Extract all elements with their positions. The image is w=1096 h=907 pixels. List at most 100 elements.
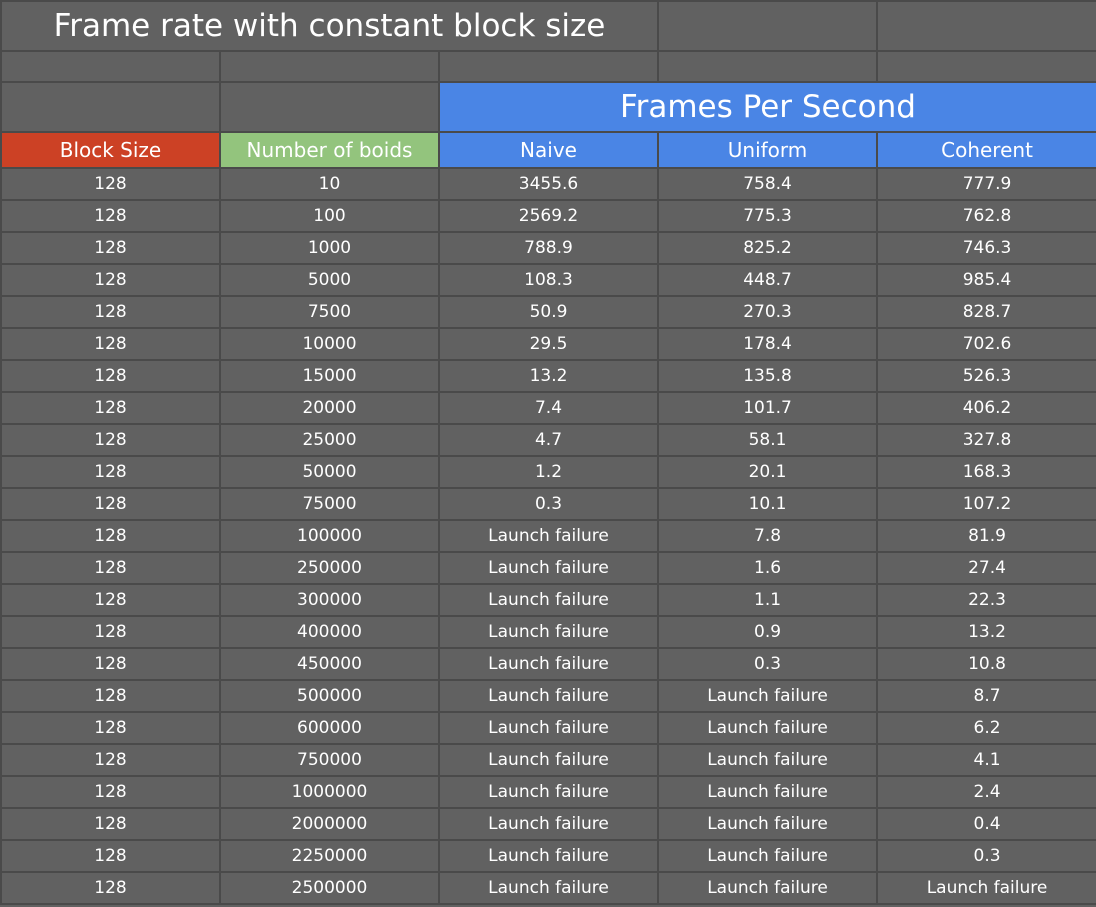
empty-cell[interactable]	[657, 0, 879, 52]
cell-number-of-boids[interactable]: 500000	[219, 679, 440, 713]
cell-coherent[interactable]: 0.3	[876, 839, 1096, 873]
cell-uniform[interactable]: 1.6	[657, 551, 879, 585]
cell-coherent[interactable]: 6.2	[876, 711, 1096, 745]
cell-block-size[interactable]: 128	[0, 455, 221, 489]
cell-number-of-boids[interactable]: 10	[219, 167, 440, 201]
cell-naive[interactable]: Launch failure	[437, 679, 660, 713]
cell-number-of-boids[interactable]: 2250000	[219, 839, 440, 873]
cell-block-size[interactable]: 128	[0, 423, 221, 457]
cell-coherent[interactable]: 10.8	[876, 647, 1096, 681]
cell-block-size[interactable]: 128	[0, 839, 221, 873]
empty-cell[interactable]	[0, 81, 221, 133]
cell-number-of-boids[interactable]: 50000	[219, 455, 440, 489]
cell-naive[interactable]: 29.5	[437, 327, 660, 361]
cell-number-of-boids[interactable]: 100	[219, 199, 440, 233]
cell-uniform[interactable]: Launch failure	[657, 807, 879, 841]
cell-naive[interactable]: Launch failure	[437, 647, 660, 681]
cell-coherent[interactable]: 0.4	[876, 807, 1096, 841]
header-number-of-boids[interactable]: Number of boids	[219, 131, 440, 169]
cell-block-size[interactable]: 128	[0, 295, 221, 329]
cell-block-size[interactable]: 128	[0, 199, 221, 233]
cell-block-size[interactable]: 128	[0, 327, 221, 361]
cell-uniform[interactable]: 448.7	[657, 263, 879, 297]
cell-coherent[interactable]: 8.7	[876, 679, 1096, 713]
cell-coherent[interactable]: 777.9	[876, 167, 1096, 201]
cell-naive[interactable]: 1.2	[437, 455, 660, 489]
cell-naive[interactable]: 13.2	[437, 359, 660, 393]
cell-block-size[interactable]: 128	[0, 551, 221, 585]
cell-uniform[interactable]: Launch failure	[657, 775, 879, 809]
cell-uniform[interactable]: 270.3	[657, 295, 879, 329]
cell-naive[interactable]: Launch failure	[437, 807, 660, 841]
header-block-size[interactable]: Block Size	[0, 131, 221, 169]
cell-uniform[interactable]: Launch failure	[657, 743, 879, 777]
cell-coherent[interactable]: 22.3	[876, 583, 1096, 617]
cell-block-size[interactable]: 128	[0, 807, 221, 841]
cell-number-of-boids[interactable]: 400000	[219, 615, 440, 649]
cell-number-of-boids[interactable]: 450000	[219, 647, 440, 681]
cell-naive[interactable]: Launch failure	[437, 615, 660, 649]
cell-coherent[interactable]: 702.6	[876, 327, 1096, 361]
cell-coherent[interactable]: 985.4	[876, 263, 1096, 297]
cell-block-size[interactable]: 128	[0, 743, 221, 777]
cell-coherent[interactable]: 746.3	[876, 231, 1096, 265]
cell-naive[interactable]: 2569.2	[437, 199, 660, 233]
cell-uniform[interactable]: 825.2	[657, 231, 879, 265]
cell-number-of-boids[interactable]: 300000	[219, 583, 440, 617]
cell-block-size[interactable]: 128	[0, 263, 221, 297]
cell-block-size[interactable]: 128	[0, 647, 221, 681]
cell-uniform[interactable]: 1.1	[657, 583, 879, 617]
cell-block-size[interactable]: 128	[0, 391, 221, 425]
cell-coherent[interactable]: 4.1	[876, 743, 1096, 777]
cell-number-of-boids[interactable]: 25000	[219, 423, 440, 457]
cell-naive[interactable]: Launch failure	[437, 871, 660, 905]
cell-naive[interactable]: Launch failure	[437, 519, 660, 553]
cell-block-size[interactable]: 128	[0, 583, 221, 617]
cell-naive[interactable]: 4.7	[437, 423, 660, 457]
cell-naive[interactable]: 7.4	[437, 391, 660, 425]
cell-coherent[interactable]: 762.8	[876, 199, 1096, 233]
cell-uniform[interactable]: 135.8	[657, 359, 879, 393]
cell-naive[interactable]: 108.3	[437, 263, 660, 297]
cell-uniform[interactable]: Launch failure	[657, 679, 879, 713]
cell-block-size[interactable]: 128	[0, 487, 221, 521]
cell-block-size[interactable]: 128	[0, 519, 221, 553]
fps-group-header[interactable]: Frames Per Second	[437, 81, 1096, 133]
header-uniform[interactable]: Uniform	[657, 131, 879, 169]
cell-naive[interactable]: Launch failure	[437, 775, 660, 809]
cell-number-of-boids[interactable]: 2000000	[219, 807, 440, 841]
empty-cell[interactable]	[219, 50, 440, 83]
cell-number-of-boids[interactable]: 75000	[219, 487, 440, 521]
cell-coherent[interactable]: 107.2	[876, 487, 1096, 521]
cell-naive[interactable]: 788.9	[437, 231, 660, 265]
cell-block-size[interactable]: 128	[0, 711, 221, 745]
cell-uniform[interactable]: 775.3	[657, 199, 879, 233]
cell-uniform[interactable]: 7.8	[657, 519, 879, 553]
cell-number-of-boids[interactable]: 5000	[219, 263, 440, 297]
cell-coherent[interactable]: 828.7	[876, 295, 1096, 329]
cell-number-of-boids[interactable]: 250000	[219, 551, 440, 585]
cell-block-size[interactable]: 128	[0, 871, 221, 905]
cell-uniform[interactable]: Launch failure	[657, 871, 879, 905]
header-coherent[interactable]: Coherent	[876, 131, 1096, 169]
cell-naive[interactable]: Launch failure	[437, 583, 660, 617]
cell-coherent[interactable]: 81.9	[876, 519, 1096, 553]
empty-cell[interactable]	[876, 50, 1096, 83]
cell-coherent[interactable]: 27.4	[876, 551, 1096, 585]
cell-number-of-boids[interactable]: 600000	[219, 711, 440, 745]
cell-naive[interactable]: Launch failure	[437, 551, 660, 585]
cell-naive[interactable]: 3455.6	[437, 167, 660, 201]
cell-uniform[interactable]: 10.1	[657, 487, 879, 521]
cell-coherent[interactable]: 2.4	[876, 775, 1096, 809]
cell-naive[interactable]: 0.3	[437, 487, 660, 521]
cell-coherent[interactable]: 168.3	[876, 455, 1096, 489]
cell-number-of-boids[interactable]: 10000	[219, 327, 440, 361]
cell-uniform[interactable]: Launch failure	[657, 711, 879, 745]
cell-number-of-boids[interactable]: 7500	[219, 295, 440, 329]
empty-cell[interactable]	[219, 81, 440, 133]
cell-uniform[interactable]: 758.4	[657, 167, 879, 201]
cell-naive[interactable]: 50.9	[437, 295, 660, 329]
empty-cell[interactable]	[657, 50, 879, 83]
cell-block-size[interactable]: 128	[0, 359, 221, 393]
cell-block-size[interactable]: 128	[0, 679, 221, 713]
